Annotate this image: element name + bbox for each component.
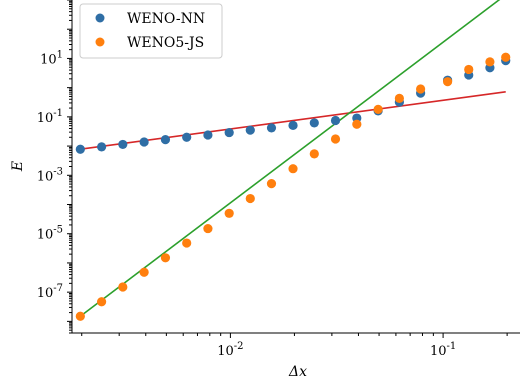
x-axis-label: Δx: [288, 364, 307, 380]
data-point-weno5-js: [501, 52, 511, 62]
data-point-weno5-js: [160, 253, 171, 263]
y-tick-label: 10-1: [37, 108, 63, 126]
data-point-weno5-js: [309, 149, 319, 159]
data-point-weno5-js: [118, 282, 128, 292]
data-point-weno-nn: [224, 127, 234, 138]
data-point-weno5-js: [245, 193, 255, 204]
data-point-weno-nn: [288, 120, 298, 131]
data-point-weno-nn: [203, 130, 213, 140]
y-tick-label: 10-5: [37, 225, 63, 243]
legend-label-weno5-js: WENO5-JS: [127, 35, 204, 51]
data-point-weno5-js: [416, 84, 426, 94]
axis-ticks: 10-2 10-1 10-7 10-5 10-3 10-1 101: [37, 0, 508, 359]
data-point-weno-nn: [160, 135, 171, 145]
data-point-weno5-js: [203, 223, 213, 234]
data-point-weno-nn: [97, 142, 107, 152]
data-point-weno5-js: [288, 164, 298, 174]
data-point-weno-nn: [245, 125, 255, 135]
legend-marker-weno5-js: [95, 37, 105, 47]
data-point-weno5-js: [139, 267, 149, 277]
data-point-weno5-js: [394, 93, 404, 103]
data-point-weno5-js: [373, 104, 383, 115]
data-point-weno5-js: [352, 119, 362, 129]
data-point-weno-nn: [182, 132, 192, 142]
data-point-weno-nn: [309, 118, 319, 128]
data-point-weno-nn: [139, 137, 149, 147]
data-point-weno-nn: [330, 115, 341, 126]
data-point-weno5-js: [464, 64, 474, 75]
legend-label-weno-nn: WENO-NN: [127, 11, 205, 27]
data-markers: [75, 52, 511, 321]
reference-line-0: [80, 91, 506, 151]
data-point-weno5-js: [485, 57, 495, 67]
x-tick-label: 10-2: [217, 341, 243, 359]
legend-box: [79, 3, 223, 59]
y-tick-label: 101: [40, 49, 63, 67]
data-point-weno5-js: [97, 297, 107, 307]
data-point-weno5-js: [182, 238, 192, 248]
y-tick-label: 10-3: [37, 166, 63, 184]
x-tick-label: 10-1: [430, 341, 456, 359]
reference-line-1: [79, 0, 501, 317]
data-point-weno5-js: [75, 311, 85, 321]
data-point-weno-nn: [266, 123, 277, 133]
plot-area: 10-2 10-1 10-7 10-5 10-3 10-1 101: [37, 0, 520, 359]
reference-lines: [79, 0, 506, 317]
legend: WENO-NN WENO5-JS: [79, 3, 223, 59]
data-point-weno-nn: [75, 144, 85, 154]
y-tick-label: 10-7: [37, 283, 63, 301]
legend-marker-weno-nn: [95, 13, 105, 23]
data-point-weno5-js: [330, 134, 341, 144]
data-point-weno5-js: [224, 208, 234, 218]
data-point-weno5-js: [443, 77, 453, 87]
data-point-weno-nn: [118, 139, 128, 150]
data-point-weno5-js: [266, 178, 277, 189]
y-axis-label: E: [10, 161, 26, 172]
